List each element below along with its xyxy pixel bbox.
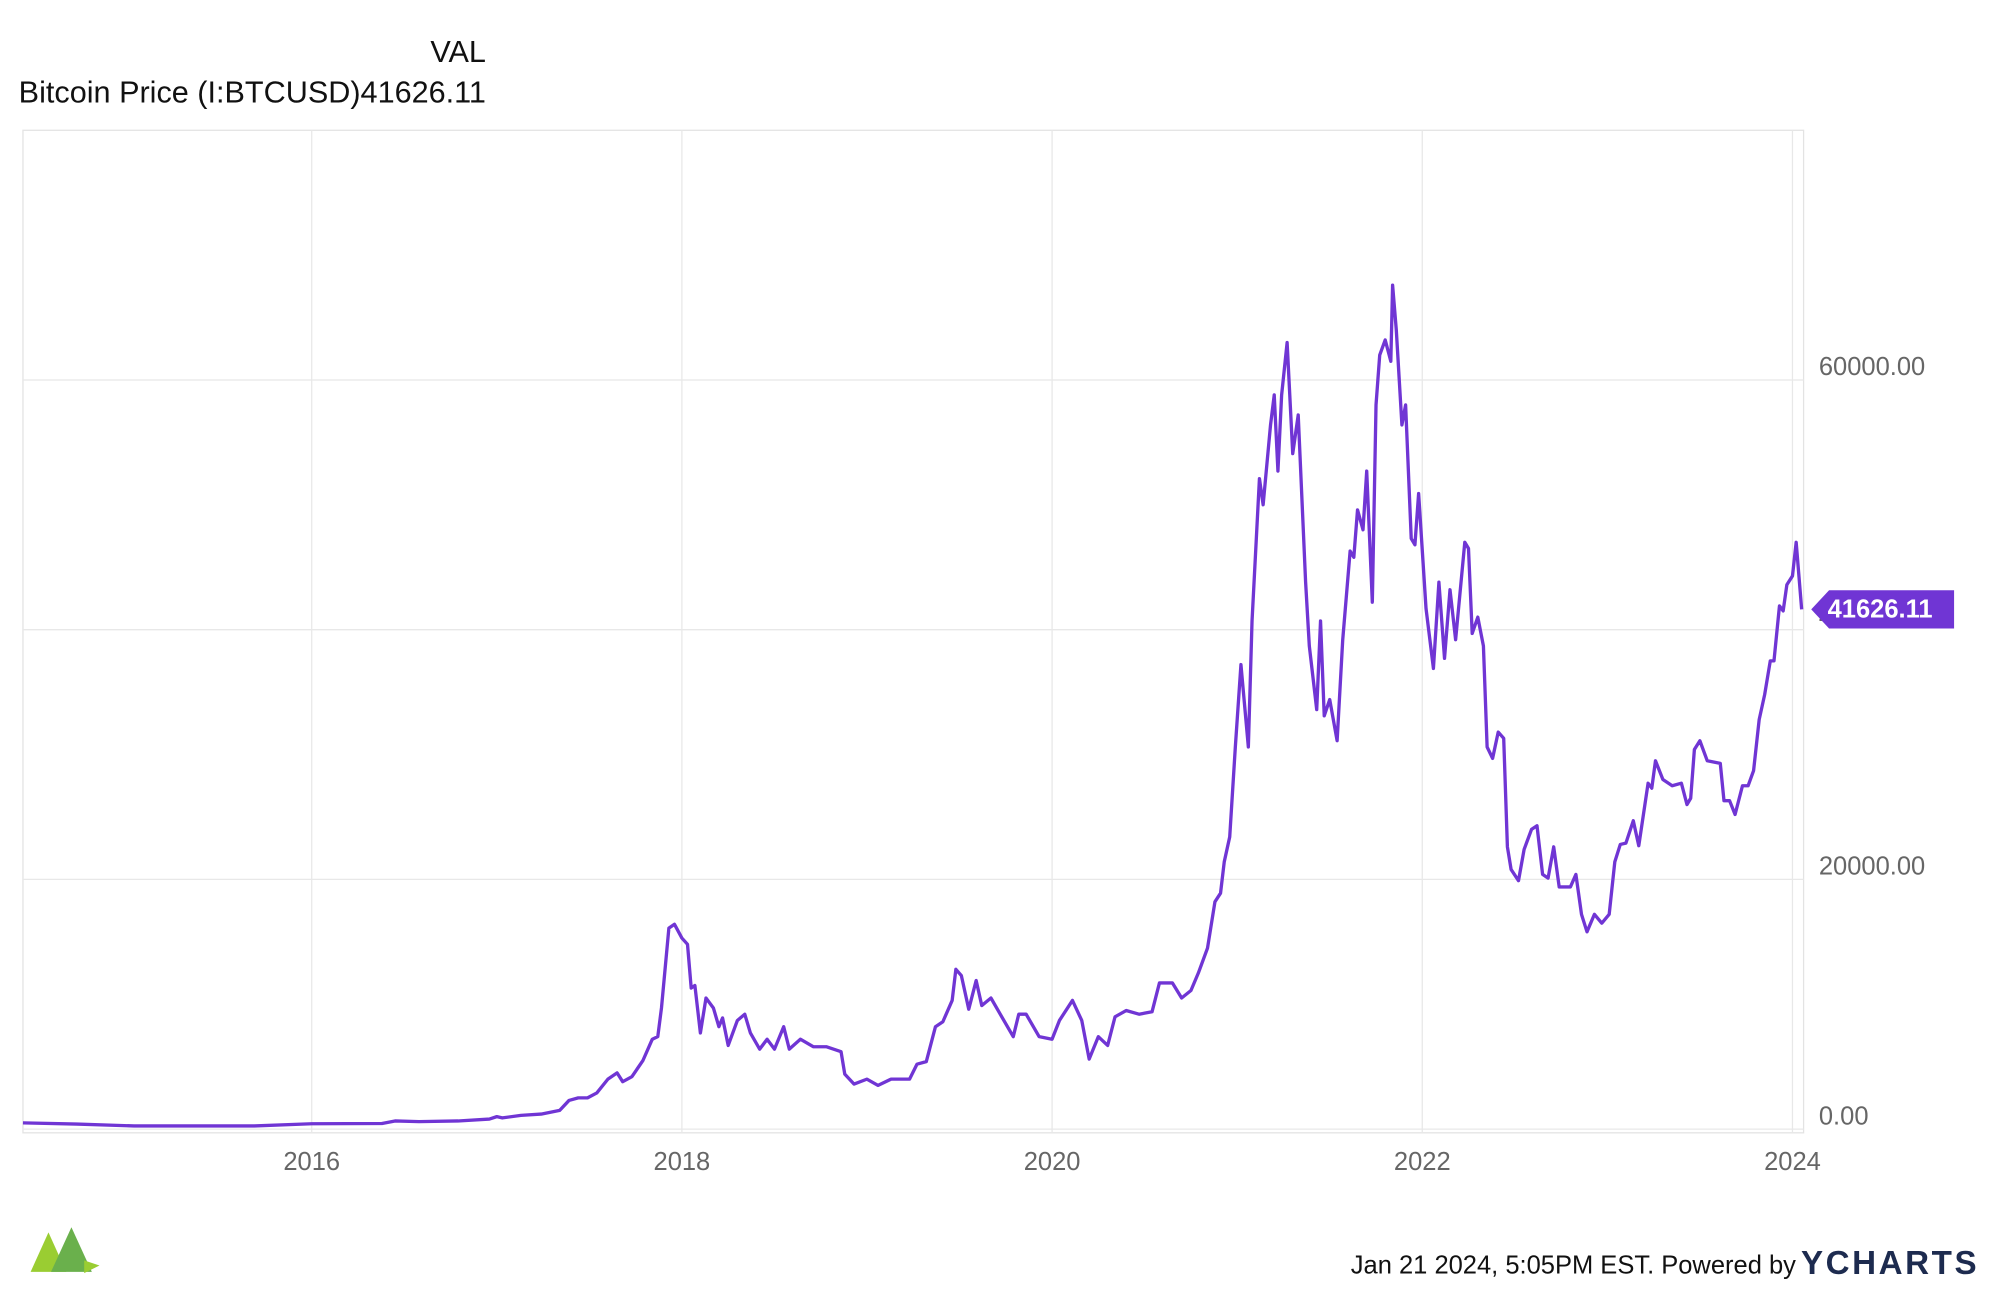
x-tick-label: 2022 — [1394, 1148, 1451, 1176]
x-tick-label: 2016 — [283, 1148, 340, 1176]
last-value-label: 41626.11 — [1828, 595, 1933, 623]
plot-frame — [22, 129, 1805, 1134]
header: VAL — [430, 35, 486, 69]
price-line — [22, 283, 1804, 1128]
legend-value: 41626.11 — [361, 76, 486, 110]
last-value-badge — [1811, 590, 1955, 629]
x-tick-label: 2018 — [654, 1148, 711, 1176]
brand: YCHARTS — [1801, 1245, 1979, 1282]
timestamp: Jan 21 2024, 5:05PM EST. Powered by — [1351, 1251, 1796, 1279]
y-tick-label: 0.00 — [1819, 1102, 1869, 1130]
x-tick-label: 2020 — [1024, 1148, 1081, 1176]
logo-mark — [30, 1227, 100, 1274]
legend-name: Bitcoin Price (I:BTCUSD) — [19, 76, 361, 110]
y-tick-label: 60000.00 — [1819, 353, 1925, 381]
y-tick-label: 20000.00 — [1819, 853, 1925, 881]
x-tick-label: 2024 — [1764, 1148, 1821, 1176]
legend: Bitcoin Price (I:BTCUSD)41626.11 — [19, 76, 486, 110]
